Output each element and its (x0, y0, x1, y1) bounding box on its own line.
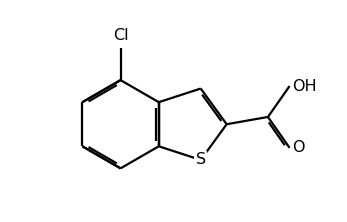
Text: O: O (292, 140, 304, 155)
Text: OH: OH (292, 79, 316, 93)
Text: Cl: Cl (113, 28, 128, 43)
Text: S: S (196, 153, 206, 167)
